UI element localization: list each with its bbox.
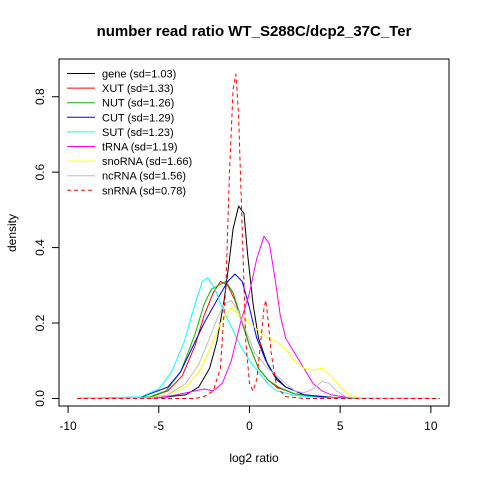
- x-tick-label: 10: [424, 419, 438, 433]
- x-tick-label: -10: [59, 419, 77, 433]
- chart-title: number read ratio WT_S288C/dcp2_37C_Ter: [97, 23, 412, 40]
- legend-label: CUT (sd=1.29): [102, 112, 174, 124]
- series-line-0: [77, 205, 440, 399]
- series-line-5: [77, 235, 440, 399]
- y-tick-label: 0.0: [33, 390, 47, 407]
- y-tick-label: 0.2: [33, 314, 47, 331]
- plot-frame: [58, 58, 450, 407]
- series-line-4: [77, 277, 440, 399]
- series-line-7: [77, 299, 440, 399]
- series-line-6: [77, 307, 440, 399]
- x-axis-label: log2 ratio: [229, 451, 279, 465]
- y-tick-label: 0.6: [33, 163, 47, 180]
- y-tick-label: 0.8: [33, 88, 47, 105]
- legend-label: gene (sd=1.03): [102, 69, 176, 81]
- legend-label: NUT (sd=1.26): [102, 98, 174, 110]
- x-tick-label: 0: [246, 419, 253, 433]
- legend-label: snoRNA (sd=1.66): [102, 156, 192, 168]
- x-tick-label: 5: [337, 419, 344, 433]
- x-tick-label: -5: [153, 419, 164, 433]
- legend-label: snRNA (sd=0.78): [102, 185, 186, 197]
- series-line-8: [77, 73, 440, 399]
- series-line-2: [77, 281, 440, 399]
- legend-label: ncRNA (sd=1.56): [102, 171, 186, 183]
- y-tick-label: 0.4: [33, 239, 47, 256]
- legend-label: XUT (sd=1.33): [102, 83, 174, 95]
- legend-label: SUT (sd=1.23): [102, 127, 174, 139]
- legend: gene (sd=1.03) XUT (sd=1.33) NUT (sd=1.26)…: [67, 69, 192, 197]
- series-line-1: [77, 281, 440, 399]
- series-line-3: [77, 273, 440, 399]
- axes: -10 -5 0 5 10 0.0 0.2 0.4 0.6 0.8: [33, 88, 438, 433]
- legend-label: tRNA (sd=1.19): [102, 142, 178, 154]
- y-axis-label: density: [5, 214, 19, 252]
- series-lines: [77, 73, 440, 399]
